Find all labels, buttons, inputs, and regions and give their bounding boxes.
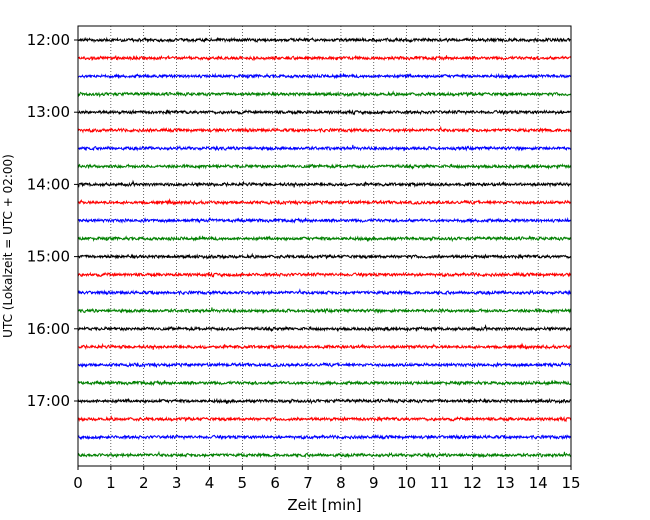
trace-1645	[77, 379, 572, 387]
trace-1545	[77, 307, 572, 315]
x-axis-ticks: 0 1 2 3 4 5 6 7 8 9 10 11 12 13 14 15	[73, 466, 581, 492]
y-tick-label: 13:00	[27, 103, 70, 121]
x-tick-label: 1	[106, 474, 116, 492]
trace-1745	[77, 450, 572, 459]
trace-1530	[77, 288, 572, 296]
trace-1430	[77, 217, 572, 224]
trace-1200	[77, 36, 572, 44]
trace-1215	[77, 54, 572, 62]
trace-1600	[77, 324, 572, 333]
x-tick-label: 6	[270, 474, 280, 492]
y-tick-label: 17:00	[27, 392, 70, 410]
y-tick-label: 12:00	[27, 31, 70, 49]
x-tick-label: 2	[139, 474, 149, 492]
trace-1315	[77, 125, 572, 134]
x-tick-label: 3	[172, 474, 182, 492]
trace-1415	[77, 198, 572, 206]
trace-1400	[77, 179, 572, 188]
y-tick-label: 16:00	[27, 320, 70, 338]
trace-1630	[77, 361, 572, 369]
trace-1700	[77, 397, 572, 405]
trace-1245	[77, 90, 572, 98]
trace-1500	[77, 252, 572, 260]
trace-1615	[77, 342, 572, 351]
plot-frame	[77, 25, 572, 467]
x-tick-label: 11	[430, 474, 449, 492]
y-axis-ticks: 12:00 13:00 14:00 15:00 16:00 17:00	[27, 31, 78, 410]
trace-1445	[77, 235, 572, 243]
trace-1515	[77, 271, 572, 278]
x-tick-label: 13	[496, 474, 515, 492]
x-tick-label: 8	[336, 474, 346, 492]
trace-1715	[77, 415, 572, 423]
grid-lines	[110, 26, 539, 466]
x-tick-label: 0	[73, 474, 83, 492]
y-axis-label: UTC (Lokalzeit = UTC + 02:00)	[1, 154, 15, 338]
x-axis-label: Zeit [min]	[287, 496, 361, 514]
trace-1230	[77, 72, 572, 80]
x-tick-label: 10	[397, 474, 416, 492]
trace-1730	[77, 433, 572, 441]
x-tick-label: 12	[463, 474, 482, 492]
x-tick-label: 5	[238, 474, 248, 492]
x-tick-label: 4	[205, 474, 215, 492]
x-tick-label: 15	[561, 474, 580, 492]
x-tick-label: 7	[303, 474, 313, 492]
x-tick-label: 9	[369, 474, 379, 492]
x-tick-label: 14	[529, 474, 548, 492]
y-tick-label: 15:00	[27, 248, 70, 266]
y-tick-label: 14:00	[27, 175, 70, 193]
trace-1300	[77, 109, 572, 116]
trace-1345	[77, 163, 572, 170]
trace-1330	[77, 144, 572, 152]
traces	[77, 36, 572, 459]
